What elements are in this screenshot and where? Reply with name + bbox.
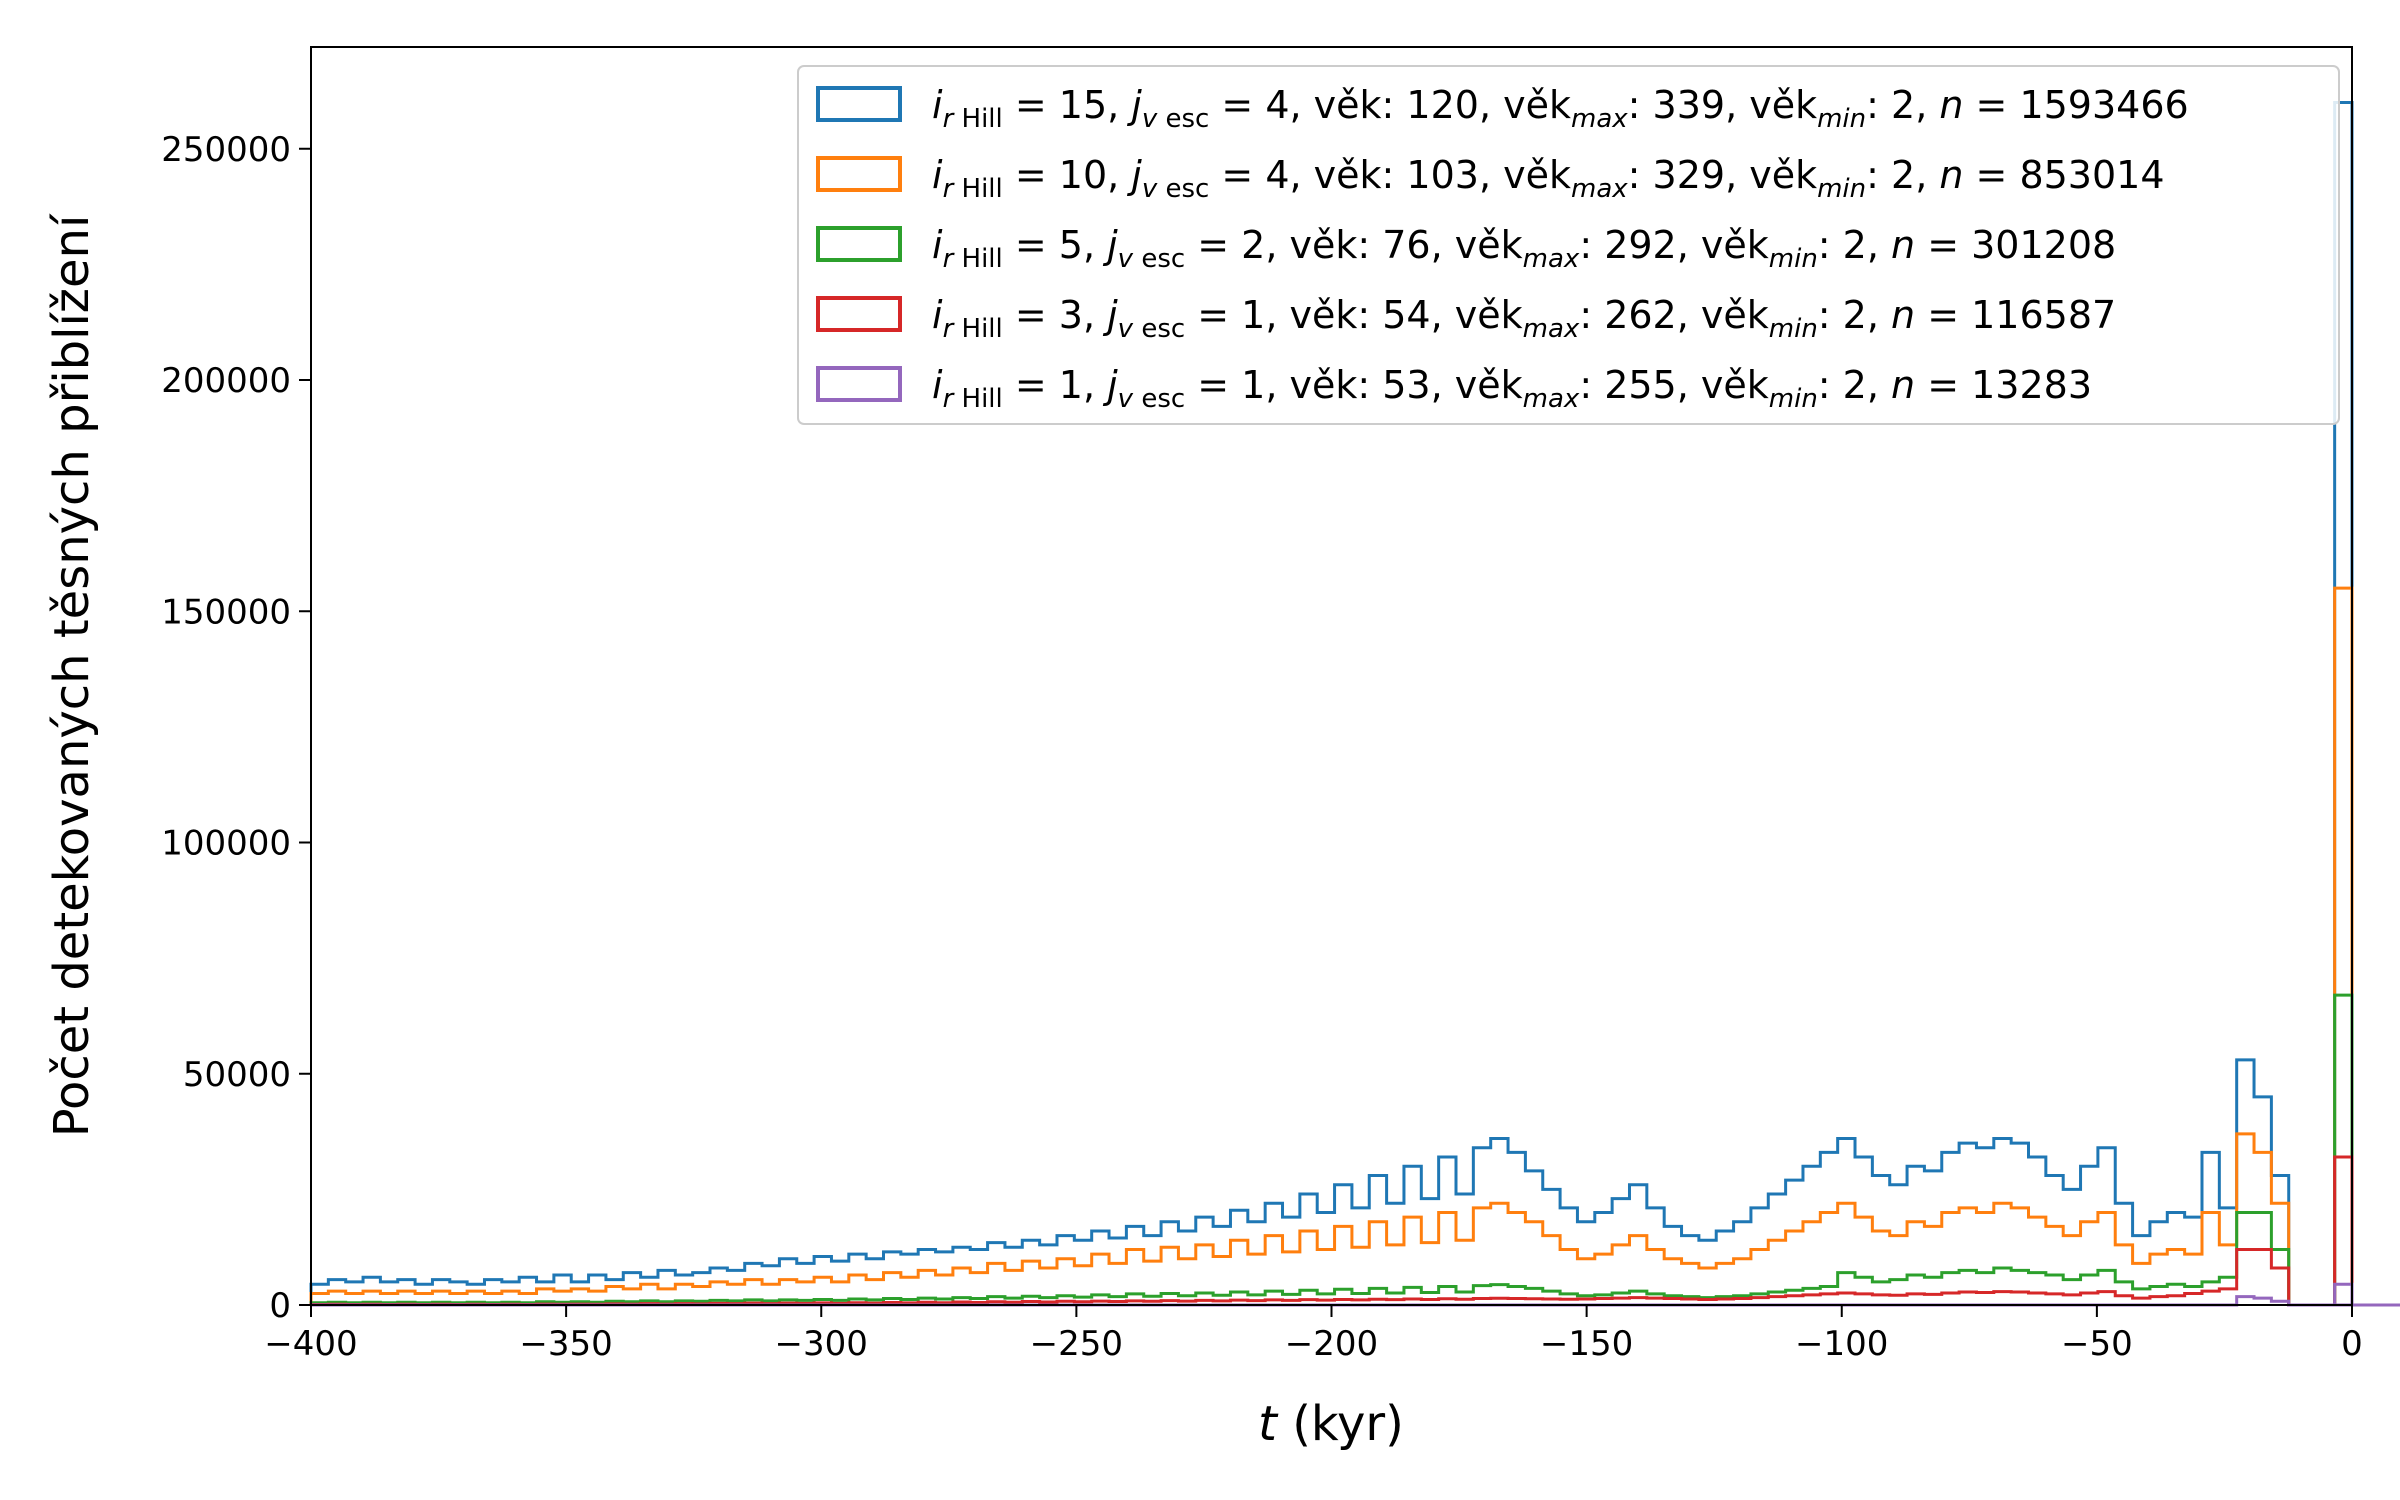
- legend-swatch: [816, 86, 902, 122]
- series-3-histogram: [309, 1211, 2400, 1307]
- legend-swatch: [816, 296, 902, 332]
- y-tick-label: 50000: [183, 1055, 291, 1095]
- x-tick-label: −100: [1795, 1324, 1888, 1364]
- legend-entry-1: ir Hill = 15, jv esc = 4, věk: 120, věkm…: [932, 83, 2189, 134]
- y-axis-label: Počet detekovaných těsných přiblížení: [44, 213, 100, 1137]
- y-tick-label: 150000: [161, 592, 291, 632]
- series-2-histogram: [309, 1132, 2400, 1307]
- x-axis-label: t (kyr): [1258, 1396, 1404, 1452]
- legend: ir Hill = 15, jv esc = 4, věk: 120, věkm…: [797, 65, 2340, 425]
- y-axis: 0 50000 100000 150000 200000 250000: [161, 130, 311, 1326]
- x-tick-label: −200: [1285, 1324, 1378, 1364]
- x-tick-label: −150: [1540, 1324, 1633, 1364]
- legend-swatch: [816, 366, 902, 402]
- y-tick-label: 200000: [161, 361, 291, 401]
- x-axis-label-var: t: [1258, 1396, 1279, 1452]
- legend-box: [797, 65, 2340, 425]
- y-tick-label: 100000: [161, 824, 291, 864]
- x-axis-label-unit: (kyr): [1277, 1396, 1404, 1452]
- series-1-histogram: [309, 1058, 2400, 1307]
- y-tick-label: 250000: [161, 130, 291, 170]
- x-tick-label: −300: [775, 1324, 868, 1364]
- x-tick-label: −350: [519, 1324, 612, 1364]
- legend-entry-4: ir Hill = 3, jv esc = 1, věk: 54, věkmax…: [932, 293, 2116, 344]
- x-tick-label: −50: [2061, 1324, 2133, 1364]
- legend-swatch: [816, 226, 902, 262]
- legend-swatch: [816, 156, 902, 192]
- x-axis: −400 −350 −300 −250 −200 −150 −100 −50 0: [264, 1305, 2363, 1364]
- y-tick-label: 0: [269, 1286, 291, 1326]
- x-tick-label: 0: [2341, 1324, 2363, 1364]
- x-tick-label: −250: [1030, 1324, 1123, 1364]
- legend-entry-2: ir Hill = 10, jv esc = 4, věk: 103, věkm…: [932, 153, 2165, 204]
- legend-entry-3: ir Hill = 5, jv esc = 2, věk: 76, věkmax…: [932, 223, 2116, 274]
- legend-entry-5: ir Hill = 1, jv esc = 1, věk: 53, věkmax…: [932, 363, 2092, 414]
- x-tick-label: −400: [264, 1324, 357, 1364]
